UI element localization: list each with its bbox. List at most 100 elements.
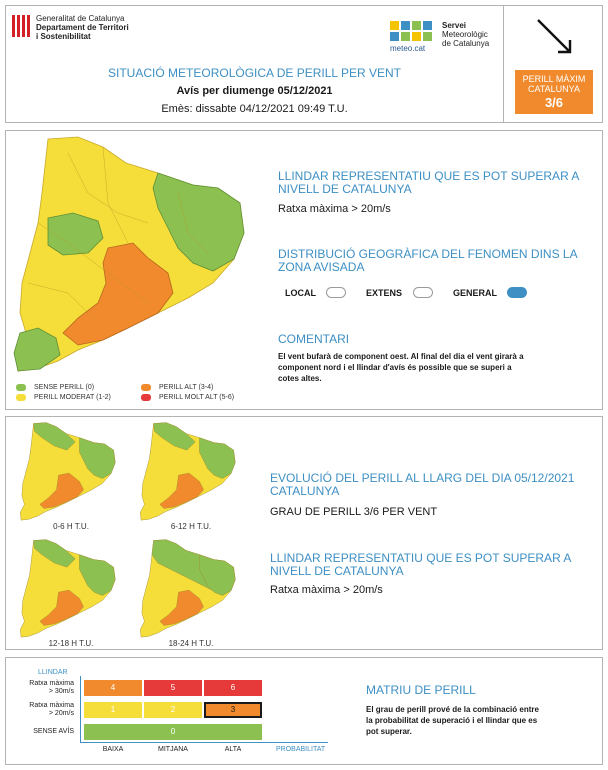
- matrix-col-low: BAIXA: [102, 746, 124, 753]
- mini-map-4: [140, 539, 236, 638]
- matrix-col-medium: MITJANA: [158, 746, 188, 753]
- mini-zone-high: [159, 589, 204, 626]
- matrix-cell-5: 5: [144, 680, 202, 696]
- wind-direction-arrow-icon: [537, 19, 572, 54]
- comments-text: El vent bufarà de component oest. Al fin…: [278, 351, 524, 384]
- mini-zone-high: [39, 589, 84, 626]
- matrix-cell-2: 2: [144, 702, 202, 718]
- generalitat-logo: [11, 14, 31, 38]
- evolution-title-2: CATALUNYA: [270, 484, 340, 498]
- matrix-x-axis-line: [80, 742, 328, 743]
- mini-zone-none-east: [199, 437, 236, 479]
- toggle-extens-label: EXTENS: [366, 288, 403, 298]
- matrix-description: El grau de perill prové de la combinació…: [366, 704, 539, 737]
- evolution-title-1: EVOLUCIÓ DEL PERILL AL LLARG DEL DIA 05/…: [270, 471, 575, 485]
- header-panel: Generalitat de Catalunya Departament de …: [5, 5, 603, 123]
- catalonia-danger-map: [13, 136, 245, 372]
- mini-map-label-1: 0-6 H T.U.: [53, 522, 89, 531]
- main-map-panel: SENSE PERILL (0) PERILL MODERAT (1-2) PE…: [5, 130, 603, 410]
- comments-line-2: component nord i el llindar d'avís és po…: [278, 363, 512, 372]
- matrix-desc-3: pot superar.: [366, 727, 412, 736]
- smc-line-2: Meteorològic: [442, 30, 488, 39]
- comments-line-3: cotes altes.: [278, 374, 322, 383]
- matrix-row-label-3: SENSE AVÍS: [33, 728, 74, 735]
- matrix-cell-6: 6: [204, 680, 262, 696]
- mini-zone-none-east: [199, 554, 236, 596]
- mini-zone-none-north: [33, 422, 76, 451]
- smc-line-3: de Catalunya: [442, 39, 490, 48]
- distribution-title-2: ZONA AVISADA: [278, 260, 365, 274]
- mini-zone-none-east: [79, 437, 116, 479]
- comments-title: COMENTARI: [278, 332, 350, 346]
- threshold-value: Ratxa màxima > 20m/s: [278, 203, 391, 215]
- matrix-panel: LLINDAR Ratxa màxima > 30m/s Ratxa màxim…: [5, 657, 603, 765]
- toggle-general[interactable]: [507, 287, 527, 298]
- matrix-axis-x: PROBABILITAT: [276, 746, 326, 753]
- legend-swatch-very-high: [141, 394, 151, 401]
- legend-swatch-high: [141, 384, 151, 391]
- distribution-title-1: DISTRIBUCIÓ GEOGRÀFICA DEL FENOMEN DINS …: [278, 247, 578, 261]
- threshold2-title-1: LLINDAR REPRESENTATIU QUE ES POT SUPERAR…: [270, 551, 572, 565]
- matrix-cell-0: 0: [84, 724, 262, 740]
- row2-label-1: Ratxa màxima: [29, 702, 74, 709]
- mini-map-label-4: 18-24 H T.U.: [168, 639, 214, 648]
- matrix-col-high: ALTA: [224, 746, 242, 753]
- legend-label-high: PERILL ALT (3-4): [159, 384, 214, 391]
- page-title: SITUACIÓ METEOROLÒGICA DE PERILL PER VEN…: [108, 66, 401, 80]
- generalitat-text: Generalitat de Catalunya Departament de …: [36, 14, 129, 41]
- distribution-title: DISTRIBUCIÓ GEOGRÀFICA DEL FENOMEN DINS …: [278, 248, 578, 274]
- max-label-2: CATALUNYA: [527, 84, 580, 94]
- meteocat-logo: meteo.cat: [390, 21, 432, 53]
- map-zone-none-east: [152, 172, 245, 272]
- legend-label-none: SENSE PERILL (0): [34, 384, 95, 391]
- header-separator: [503, 6, 504, 122]
- evolution-title: EVOLUCIÓ DEL PERILL AL LLARG DEL DIA 05/…: [270, 472, 574, 498]
- mini-map-2: [140, 422, 236, 521]
- row1-label-2: > 30m/s: [48, 688, 74, 695]
- toggle-extens[interactable]: [413, 287, 433, 298]
- matrix-row-label-2: Ratxa màxima > 20m/s: [14, 702, 74, 718]
- map-zone-none-south: [13, 327, 61, 372]
- smc-line-1: Servei: [442, 21, 467, 30]
- mini-map-3: [20, 539, 116, 638]
- evolution-panel: 0-6 H T.U. 6-12 H T.U. 12-18 H T.U. 18-2…: [5, 416, 603, 650]
- matrix-axis-y: LLINDAR: [38, 669, 68, 676]
- matrix-desc-1: El grau de perill prové de la combinació…: [366, 705, 539, 714]
- matrix-cell-3: 3: [204, 702, 262, 718]
- threshold-title-2: LLINDAR REPRESENTATIU QUE ES POT SUPERAR…: [270, 552, 571, 578]
- matrix-y-axis-line: [80, 676, 81, 742]
- threshold2-title-2: NIVELL DE CATALUNYA: [270, 564, 404, 578]
- threshold-title-2: NIVELL DE CATALUNYA: [278, 182, 412, 196]
- matrix-cell-4: 4: [84, 680, 142, 696]
- matrix-row-label-1: Ratxa màxima > 30m/s: [14, 680, 74, 696]
- mini-zone-none-north: [153, 422, 196, 451]
- legend-swatch-moderate: [16, 394, 26, 401]
- threshold-title-1: LLINDAR REPRESENTATIU QUE ES POT SUPERAR…: [278, 169, 580, 183]
- toggle-local[interactable]: [326, 287, 346, 298]
- map-zone-none-west: [47, 212, 104, 256]
- legend-label-very-high: PERILL MOLT ALT (5-6): [159, 394, 235, 401]
- smc-text: Servei Meteorològic de Catalunya: [442, 21, 489, 48]
- issued-date: Emès: dissabte 04/12/2021 09:49 T.U.: [161, 103, 348, 115]
- comments-line-1: El vent bufarà de component oest. Al fin…: [278, 352, 524, 361]
- toggle-local-label: LOCAL: [285, 288, 316, 298]
- mini-zone-high: [39, 472, 84, 509]
- max-label-1: PERILL MÀXIM: [522, 74, 586, 84]
- mini-map-label-2: 6-12 H T.U.: [170, 522, 212, 531]
- max-danger-badge: PERILL MÀXIM CATALUNYA 3/6: [515, 70, 593, 114]
- max-level: 3/6: [544, 95, 564, 110]
- mini-zone-none-north: [33, 539, 76, 568]
- legend-label-moderate: PERILL MODERAT (1-2): [34, 394, 111, 401]
- map-zone-high: [62, 242, 174, 346]
- mini-map-1: [20, 422, 116, 521]
- toggle-general-label: GENERAL: [453, 288, 498, 298]
- mini-map-label-3: 12-18 H T.U.: [48, 639, 94, 648]
- page-subtitle: Avís per diumenge 05/12/2021: [176, 85, 333, 97]
- matrix-desc-2: la probabilitat de superació i el llinda…: [366, 716, 538, 725]
- row2-label-2: > 20m/s: [48, 710, 74, 717]
- matrix-title: MATRIU DE PERILL: [366, 683, 476, 697]
- gen-line-1: Generalitat de Catalunya: [36, 14, 125, 23]
- mini-zone-high: [159, 472, 204, 509]
- legend-swatch-none: [16, 384, 26, 391]
- row1-label-1: Ratxa màxima: [29, 680, 74, 687]
